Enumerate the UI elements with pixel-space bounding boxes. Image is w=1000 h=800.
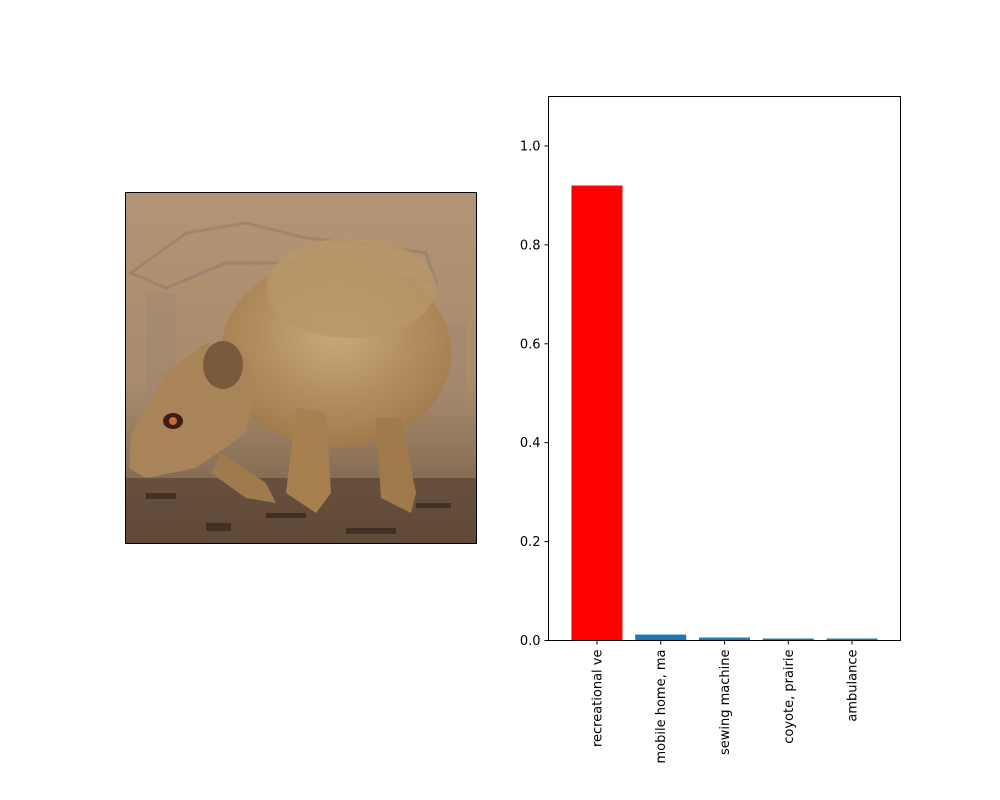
y-tick-label: 0.4 [520,436,541,451]
mongoose-photo-icon [126,193,476,543]
bar-1 [635,634,687,641]
input-image [125,192,477,544]
x-tick-label: ambulance [846,650,861,722]
bar-2 [698,637,751,641]
bar-4 [826,638,878,641]
x-tick-label: recreational ve [590,650,605,748]
plot-frame [548,96,901,641]
x-tick-label: coyote, prairie [782,650,797,744]
x-tick-label: sewing machine [718,650,733,756]
y-tick-label: 1.0 [520,139,541,154]
bar-0 [571,185,623,641]
x-tick-label: mobile home, ma [654,650,669,764]
y-tick-label: 0.6 [520,337,541,352]
y-tick-label: 0.8 [520,238,541,253]
bar-3 [762,638,814,641]
y-tick-label: 0.2 [520,535,541,550]
y-tick-label: 0.0 [520,634,541,649]
